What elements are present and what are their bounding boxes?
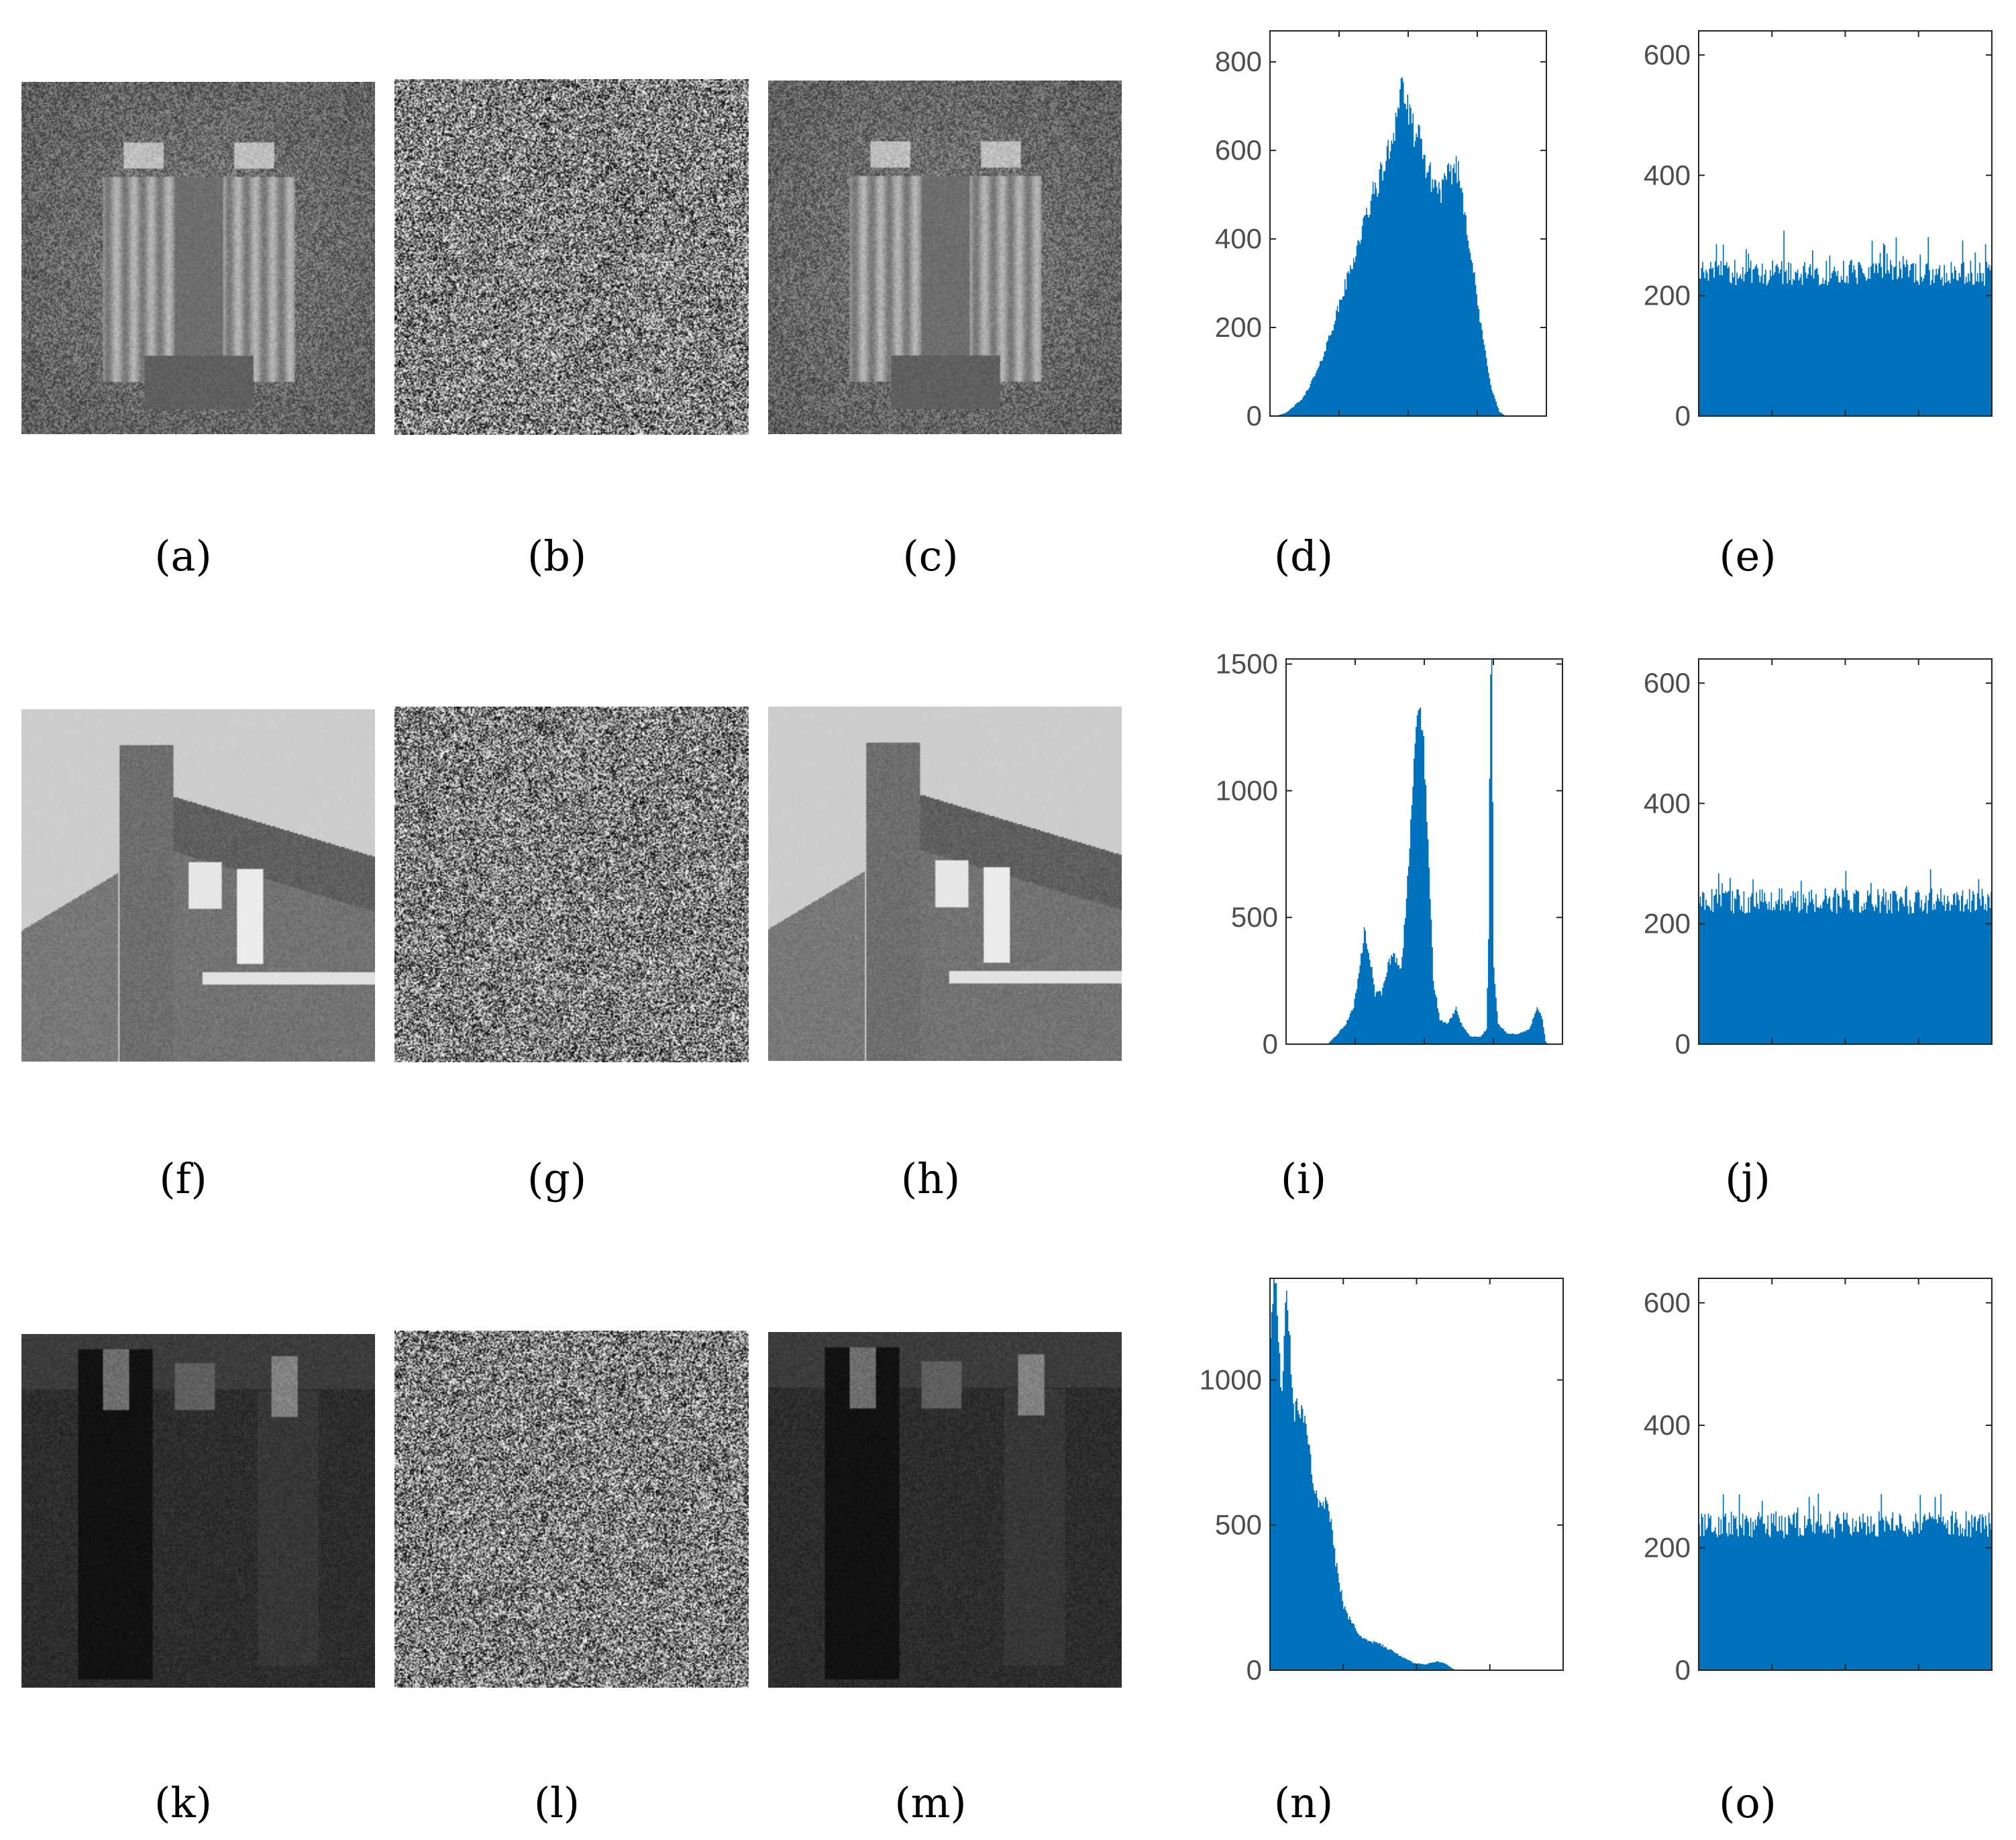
caption-g: (g) [527, 1154, 587, 1203]
decrypted-house-image [768, 707, 1122, 1061]
y-tick-label: 1500 [1216, 648, 1278, 680]
histogram-svg: 0 500 1000 1500 [1216, 648, 1563, 1060]
y-tick-label: 0 [1246, 1654, 1262, 1686]
caption-m: (m) [894, 1778, 967, 1827]
caption-k: (k) [154, 1778, 212, 1827]
image-canvas [394, 707, 749, 1062]
y-tick-label: 0 [1246, 400, 1262, 431]
caption-l: (l) [533, 1778, 580, 1827]
y-tick-label: 600 [1644, 39, 1691, 70]
y-tick-label: 200 [1215, 311, 1262, 343]
histogram-bars [1699, 230, 1992, 416]
y-tick-label: 400 [1215, 223, 1262, 254]
y-tick-label: 500 [1231, 901, 1278, 933]
original-couple-image [21, 1334, 375, 1688]
y-tick-label: 200 [1644, 280, 1691, 311]
encrypted-baboon-image [394, 79, 749, 435]
image-canvas [768, 1332, 1122, 1688]
histogram-bars [1328, 659, 1548, 1044]
y-tick-label: 200 [1644, 908, 1691, 939]
caption-c: (c) [902, 531, 959, 580]
caption-f: (f) [159, 1154, 207, 1203]
histogram-i: 0 500 1000 1500 [1216, 648, 1568, 1060]
y-tick-label: 800 [1215, 46, 1262, 77]
y-tick-label: 0 [1675, 400, 1691, 431]
y-tick-label: 400 [1644, 159, 1691, 191]
histogram-bars [1270, 1278, 1456, 1670]
histogram-svg: 0 500 1000 [1200, 1278, 1564, 1686]
decrypted-baboon-image [768, 81, 1122, 434]
image-canvas [21, 82, 375, 434]
decrypted-couple-image [768, 1332, 1122, 1688]
original-baboon-image [21, 82, 375, 434]
y-tick-label: 200 [1644, 1532, 1691, 1564]
y-tick-label: 1000 [1200, 1364, 1262, 1395]
y-tick-label: 600 [1215, 134, 1262, 166]
y-tick-label: 1000 [1216, 774, 1278, 806]
caption-i: (i) [1280, 1154, 1327, 1203]
histogram-j: 0 200 400 600 [1632, 658, 1997, 1060]
caption-j: (j) [1725, 1154, 1770, 1203]
histogram-svg: 0 200 400 600 [1644, 658, 1993, 1060]
histogram-o: 0 200 400 600 [1632, 1278, 1997, 1686]
encrypted-house-image [394, 707, 749, 1062]
encrypted-couple-image [394, 1331, 749, 1688]
caption-d: (d) [1273, 531, 1334, 580]
caption-e: (e) [1719, 531, 1776, 580]
caption-o: (o) [1719, 1778, 1776, 1827]
y-tick-label: 0 [1675, 1654, 1691, 1686]
caption-h: (h) [900, 1154, 961, 1203]
histogram-d: 0 200 400 600 800 [1203, 30, 1552, 431]
histogram-svg: 0 200 400 600 800 [1215, 30, 1547, 431]
image-canvas [21, 709, 375, 1062]
image-canvas [21, 1334, 375, 1688]
histogram-bars [1699, 869, 1992, 1044]
y-tick-label: 400 [1644, 787, 1691, 819]
histogram-bars [1699, 1493, 1992, 1670]
y-tick-label: 500 [1215, 1509, 1262, 1541]
caption-b: (b) [527, 531, 587, 580]
original-house-image [21, 709, 375, 1062]
y-tick-label: 600 [1644, 1287, 1691, 1319]
histogram-svg: 0 200 400 600 [1644, 30, 1993, 431]
image-canvas [394, 79, 749, 435]
y-tick-label: 400 [1644, 1409, 1691, 1441]
caption-n: (n) [1273, 1778, 1334, 1827]
image-canvas [394, 1331, 749, 1688]
image-canvas [768, 81, 1122, 434]
y-tick-label: 0 [1263, 1028, 1278, 1060]
image-canvas [768, 707, 1122, 1061]
caption-a: (a) [154, 531, 212, 580]
histogram-bars [1276, 77, 1505, 417]
histogram-e: 0 200 400 600 [1632, 30, 1997, 431]
y-tick-label: 0 [1675, 1028, 1691, 1060]
y-tick-label: 600 [1644, 667, 1691, 699]
histogram-n: 0 500 1000 [1200, 1278, 1569, 1686]
histogram-svg: 0 200 400 600 [1644, 1278, 1993, 1686]
